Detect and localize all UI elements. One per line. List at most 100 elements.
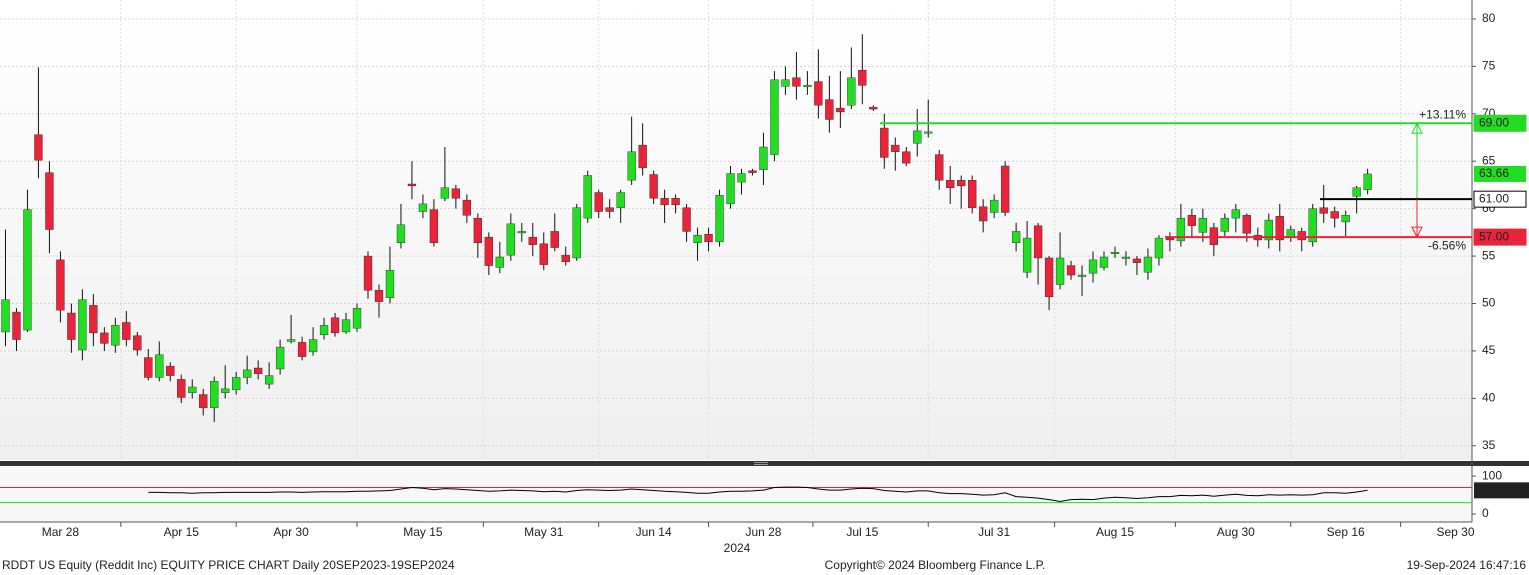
candle-body (704, 234, 713, 243)
candle-body (297, 342, 307, 357)
footer-right: 19-Sep-2024 16:47:16 (1407, 558, 1527, 572)
candle-body (748, 170, 757, 173)
panel-divider[interactable] (0, 461, 1529, 466)
y-tick-label: 100 (1482, 468, 1502, 482)
candle-body (396, 224, 406, 244)
candle-body (56, 259, 65, 311)
candle-body (45, 172, 54, 230)
candle-body (1000, 165, 1010, 213)
candle-body (1286, 229, 1295, 238)
candle-body (78, 299, 87, 351)
candle-body (177, 379, 186, 398)
candle-body (968, 180, 977, 208)
candle-body (484, 236, 493, 266)
candle-body (363, 255, 373, 291)
candle-body (836, 107, 845, 113)
candle-body (122, 322, 131, 340)
footer-center: Copyright© 2024 Bloomberg Finance L.P. (825, 558, 1046, 572)
candle-body (440, 187, 450, 199)
candle-body (935, 154, 944, 181)
candle-body (407, 183, 417, 187)
candle-body (1044, 257, 1054, 298)
candle-body (1143, 256, 1153, 273)
price-panel (0, 0, 1472, 460)
candle-body (594, 192, 603, 212)
candle-body (1055, 257, 1065, 285)
candle-body (374, 290, 384, 302)
candle-body (1319, 207, 1328, 214)
x-tick-label: Mar 28 (42, 525, 80, 539)
candle-body (726, 173, 735, 205)
candle-body (781, 79, 790, 87)
candle-body (506, 223, 515, 256)
x-tick-label: May 15 (403, 525, 443, 539)
x-tick-label: Jun 28 (745, 525, 781, 539)
candle-body (1341, 215, 1350, 223)
candle-body (902, 151, 911, 164)
candle-body (605, 207, 614, 212)
candle-body (957, 180, 966, 187)
candle-body (1011, 231, 1021, 244)
candle-body (166, 365, 175, 376)
candle-body (330, 317, 340, 334)
candle-body (1099, 256, 1109, 268)
candle-body (1165, 237, 1175, 241)
candle-body (989, 199, 999, 213)
y-tick-label: 55 (1482, 248, 1496, 262)
change-arrowhead (1411, 122, 1423, 134)
candle-body (649, 174, 658, 199)
candle-body (1, 299, 10, 333)
footer-left: RDDT US Equity (Reddit Inc) EQUITY PRICE… (2, 558, 455, 572)
candle-body (286, 339, 296, 342)
candle-body (495, 256, 504, 268)
candle-body (825, 99, 834, 120)
candle-body (847, 77, 856, 106)
candle-body (34, 134, 43, 161)
candle-body (1220, 217, 1229, 232)
y-tick-label: 80 (1482, 11, 1496, 25)
y-tick-label: 50 (1482, 296, 1496, 310)
candle-body (275, 346, 285, 370)
candle-body (858, 69, 867, 86)
candle-body (210, 381, 219, 409)
candle-body (1308, 208, 1317, 243)
candle-body (12, 311, 21, 340)
candle-body (924, 131, 933, 134)
candle-body (308, 339, 318, 353)
level-label-box (1473, 190, 1527, 208)
level-label-box (1473, 114, 1527, 132)
candle-body (1297, 231, 1306, 241)
change-arrowhead (1411, 226, 1423, 239)
candle-body (913, 130, 922, 144)
candle-body (1022, 237, 1032, 273)
candle-body (770, 79, 779, 155)
y-tick-label: 35 (1482, 438, 1496, 452)
candle-body (451, 188, 461, 199)
x-tick-label: Sep 16 (1327, 525, 1365, 539)
candle-body (243, 369, 252, 378)
candle-body (682, 207, 691, 232)
candle-body (385, 270, 395, 299)
candle-body (1363, 173, 1372, 190)
indicator-value-box (1474, 482, 1529, 499)
candle-body (1330, 211, 1339, 219)
y-tick-label: 40 (1482, 391, 1496, 405)
x-tick-label: Apr 15 (164, 525, 200, 539)
candle-body (1066, 265, 1076, 276)
candle-body (539, 243, 548, 265)
candle-body (1132, 258, 1142, 263)
candle-body (1198, 217, 1208, 233)
candle-body (737, 173, 746, 183)
candle-body (1352, 187, 1361, 197)
candle-body (418, 203, 428, 212)
candle-body (528, 236, 537, 245)
candle-body (638, 144, 647, 169)
candle-body (89, 305, 98, 334)
candle-body (1231, 209, 1240, 219)
candle-body (232, 377, 241, 391)
candle-body (473, 217, 483, 244)
candle-body (583, 175, 592, 219)
candle-body (1088, 259, 1098, 274)
candle-body (946, 180, 955, 188)
